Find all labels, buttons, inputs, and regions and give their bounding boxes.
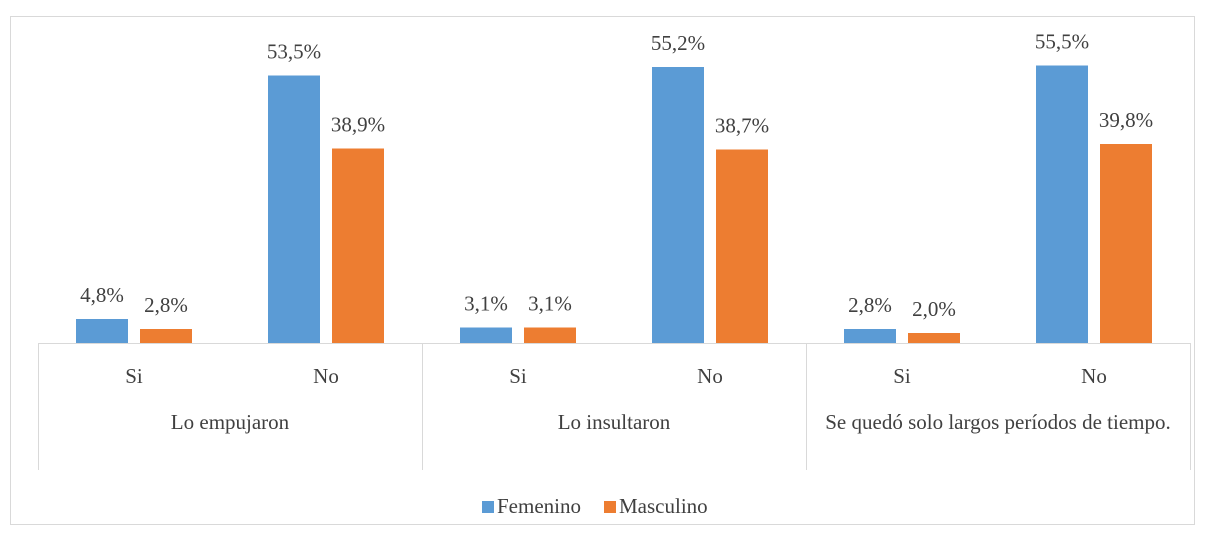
x-tick-label: Si [125,364,143,388]
value-label: 55,2% [651,31,705,55]
value-label: 2,8% [848,293,892,317]
legend-swatch [604,501,616,513]
value-label: 38,9% [331,112,385,136]
legend-swatch [482,501,494,513]
bar [140,329,192,343]
bar [524,327,576,343]
value-label: 2,8% [144,293,188,317]
x-tick-label: Si [509,364,527,388]
x-tick-label: No [1081,364,1107,388]
value-label: 3,1% [528,291,572,315]
x-tick-label: Si [893,364,911,388]
bar [1036,65,1088,343]
bar [716,149,768,343]
bar [76,319,128,343]
value-label: 4,8% [80,283,124,307]
value-label: 55,5% [1035,29,1089,53]
bar [460,327,512,343]
group-label: Lo empujaron [170,410,290,434]
value-label: 2,0% [912,297,956,321]
value-label: 39,8% [1099,108,1153,132]
group-label-box: Lo insultaron [557,410,671,434]
value-label: 38,7% [715,113,769,137]
legend-label: Femenino [497,494,581,518]
legend-label: Masculino [619,494,708,518]
group-label: Lo insultaron [557,410,671,434]
x-tick-label: No [313,364,339,388]
group-label-box: Lo empujaron [170,410,290,434]
value-label: 3,1% [464,291,508,315]
group-label: Se quedó solo largos períodos de tiempo. [825,410,1171,434]
bar [844,329,896,343]
bar [908,333,960,343]
bar [652,67,704,343]
bar [268,75,320,343]
chart-border [10,16,1195,525]
bar [1100,144,1152,343]
x-tick-label: No [697,364,723,388]
group-label-box: Se quedó solo largos períodos de tiempo. [825,410,1171,434]
bar [332,148,384,343]
value-label: 53,5% [267,39,321,63]
